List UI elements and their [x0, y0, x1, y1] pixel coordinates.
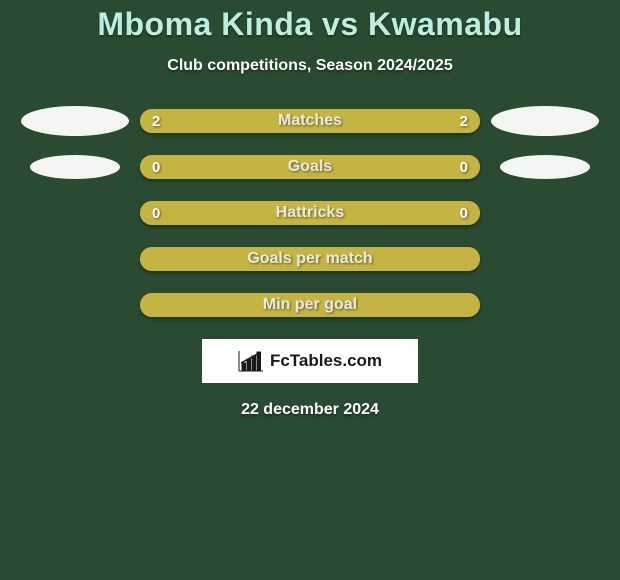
stat-label: Matches — [278, 112, 342, 130]
stat-value-left: 2 — [152, 113, 160, 130]
stat-value-left: 0 — [152, 205, 160, 222]
brand-text: FcTables.com — [270, 351, 382, 371]
subtitle: Club competitions, Season 2024/2025 — [0, 57, 620, 75]
stat-label: Hattricks — [276, 204, 344, 222]
stat-bar: 0 0 Goals — [140, 155, 480, 179]
stat-value-left: 0 — [152, 159, 160, 176]
page-title: Mboma Kinda vs Kwamabu — [0, 0, 620, 43]
stat-row: Min per goal — [0, 293, 620, 317]
date-text: 22 december 2024 — [0, 401, 620, 419]
stat-bar: Min per goal — [140, 293, 480, 317]
stat-value-right: 0 — [460, 159, 468, 176]
stat-row: 2 2 Matches — [0, 109, 620, 133]
stat-row: Goals per match — [0, 247, 620, 271]
left-side — [10, 155, 140, 179]
stats-section: 2 2 Matches 0 0 Goals 0 0 Hattricks Goals per mat… — [0, 109, 620, 317]
stat-row: 0 0 Hattricks — [0, 201, 620, 225]
player-ellipse-icon — [491, 106, 599, 136]
stat-label: Goals — [288, 158, 332, 176]
stat-value-right: 0 — [460, 205, 468, 222]
stat-label: Goals per match — [247, 250, 372, 268]
brand-box[interactable]: FcTables.com — [202, 339, 418, 383]
stat-bar: 2 2 Matches — [140, 109, 480, 133]
right-side — [480, 155, 610, 179]
stat-label: Min per goal — [263, 296, 357, 314]
stat-row: 0 0 Goals — [0, 155, 620, 179]
stat-bar: 0 0 Hattricks — [140, 201, 480, 225]
stat-bar: Goals per match — [140, 247, 480, 271]
comparison-card: Mboma Kinda vs Kwamabu Club competitions… — [0, 0, 620, 580]
left-side — [10, 106, 140, 136]
player-ellipse-icon — [21, 106, 129, 136]
bar-chart-icon — [238, 350, 264, 372]
stat-value-right: 2 — [460, 113, 468, 130]
player-ellipse-icon — [30, 155, 120, 179]
player-ellipse-icon — [500, 155, 590, 179]
right-side — [480, 106, 610, 136]
